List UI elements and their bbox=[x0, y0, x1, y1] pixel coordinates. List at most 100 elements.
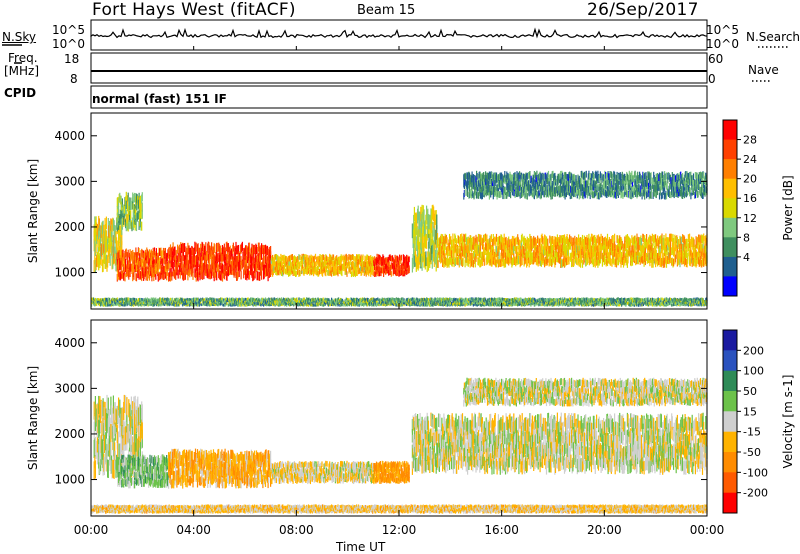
echo-cell bbox=[112, 235, 114, 248]
echo-cell bbox=[254, 269, 256, 279]
echo-cell bbox=[119, 250, 121, 259]
echo-cell bbox=[327, 256, 329, 263]
echo-cell bbox=[495, 246, 498, 254]
echo-cell bbox=[667, 237, 669, 246]
echo-cell bbox=[626, 260, 628, 268]
echo-cell bbox=[318, 257, 320, 263]
echo-cell bbox=[629, 248, 631, 256]
echo-cell bbox=[490, 251, 492, 259]
echo-cell bbox=[472, 259, 474, 268]
echo-cell bbox=[698, 247, 700, 256]
echo-cell bbox=[452, 254, 455, 263]
echo-cell bbox=[628, 237, 630, 246]
echo-cell bbox=[194, 256, 197, 265]
echo-cell bbox=[556, 251, 558, 260]
echo-cell bbox=[589, 256, 591, 264]
echo-cell bbox=[612, 243, 614, 251]
echo-cell bbox=[393, 259, 395, 265]
echo-cell bbox=[439, 238, 441, 247]
echo-cell bbox=[678, 239, 680, 247]
echo-cell bbox=[662, 237, 664, 246]
echo-cell bbox=[470, 180, 472, 187]
echo-cell bbox=[283, 267, 285, 274]
echo-cell bbox=[627, 235, 629, 244]
echo-cell bbox=[632, 249, 634, 257]
echo-cell bbox=[550, 245, 552, 254]
echo-cell bbox=[102, 220, 104, 234]
echo-cell bbox=[365, 259, 367, 265]
echo-cell bbox=[590, 250, 592, 258]
echo-cell bbox=[199, 261, 201, 271]
echo-cell bbox=[441, 245, 443, 254]
echo-cell bbox=[250, 254, 252, 264]
echo-cell bbox=[349, 259, 351, 266]
echo-cell bbox=[450, 236, 452, 244]
echo-cell bbox=[624, 257, 626, 266]
echo-cell bbox=[267, 248, 269, 258]
echo-cell bbox=[617, 235, 619, 244]
echo-cell bbox=[655, 191, 657, 199]
echo-cell bbox=[316, 265, 319, 272]
echo-cell bbox=[320, 259, 322, 266]
echo-cell bbox=[458, 254, 460, 263]
echo-cell bbox=[606, 179, 608, 187]
echo-cell bbox=[128, 197, 130, 206]
echo-cell bbox=[402, 254, 404, 260]
echo-cell bbox=[463, 234, 465, 243]
echo-cell bbox=[230, 248, 233, 258]
echo-cell bbox=[463, 190, 465, 197]
echo-cell bbox=[245, 261, 247, 271]
echo-cell bbox=[276, 265, 278, 272]
echo-cell bbox=[208, 250, 210, 260]
echo-cell bbox=[503, 233, 505, 242]
echo-cell bbox=[200, 270, 202, 280]
echo-cell bbox=[498, 251, 500, 260]
echo-cell bbox=[449, 233, 451, 242]
echo-cell bbox=[510, 251, 512, 260]
echo-cell bbox=[594, 246, 596, 254]
echo-cell bbox=[372, 270, 374, 277]
echo-cell bbox=[430, 235, 432, 251]
echo-cell bbox=[305, 268, 307, 274]
echo-cell bbox=[659, 250, 661, 259]
echo-cell bbox=[330, 267, 332, 274]
echo-cell bbox=[631, 242, 634, 251]
echo-cell bbox=[451, 258, 453, 267]
echo-cell bbox=[374, 266, 376, 272]
echo-cell bbox=[218, 253, 220, 262]
echo-cell bbox=[508, 184, 510, 192]
echo-cell bbox=[173, 248, 175, 258]
echo-cell bbox=[704, 257, 706, 266]
echo-cell bbox=[674, 243, 677, 252]
echo-cell bbox=[610, 239, 612, 247]
echo-cell bbox=[171, 247, 173, 257]
echo-cell bbox=[580, 177, 582, 185]
echo-cell bbox=[576, 237, 578, 245]
echo-cell bbox=[202, 242, 204, 252]
echo-cell bbox=[177, 269, 179, 279]
echo-cell bbox=[220, 271, 222, 281]
echo-cell bbox=[289, 257, 292, 264]
noise-tick-top-right: 10^5 bbox=[706, 23, 739, 37]
echo-cell bbox=[570, 254, 572, 262]
echo-cell bbox=[621, 238, 623, 247]
echo-cell bbox=[413, 206, 415, 222]
echo-region-power-8 bbox=[463, 170, 708, 200]
echo-cell bbox=[538, 245, 541, 254]
echo-cell bbox=[267, 272, 269, 282]
echo-cell bbox=[230, 250, 232, 260]
echo-cell bbox=[241, 260, 243, 270]
echo-cell bbox=[484, 182, 486, 189]
echo-cell bbox=[622, 244, 625, 252]
echo-cell bbox=[120, 270, 122, 279]
echo-cell bbox=[257, 253, 259, 263]
echo-cell bbox=[393, 268, 395, 275]
echo-cell bbox=[470, 238, 473, 246]
echo-cell bbox=[388, 254, 390, 261]
echo-cell bbox=[646, 234, 648, 242]
echo-cell bbox=[669, 240, 671, 249]
echo-cell bbox=[127, 297, 129, 301]
echo-cell bbox=[690, 192, 692, 200]
echo-cell bbox=[370, 266, 372, 273]
echo-cell bbox=[598, 257, 600, 266]
